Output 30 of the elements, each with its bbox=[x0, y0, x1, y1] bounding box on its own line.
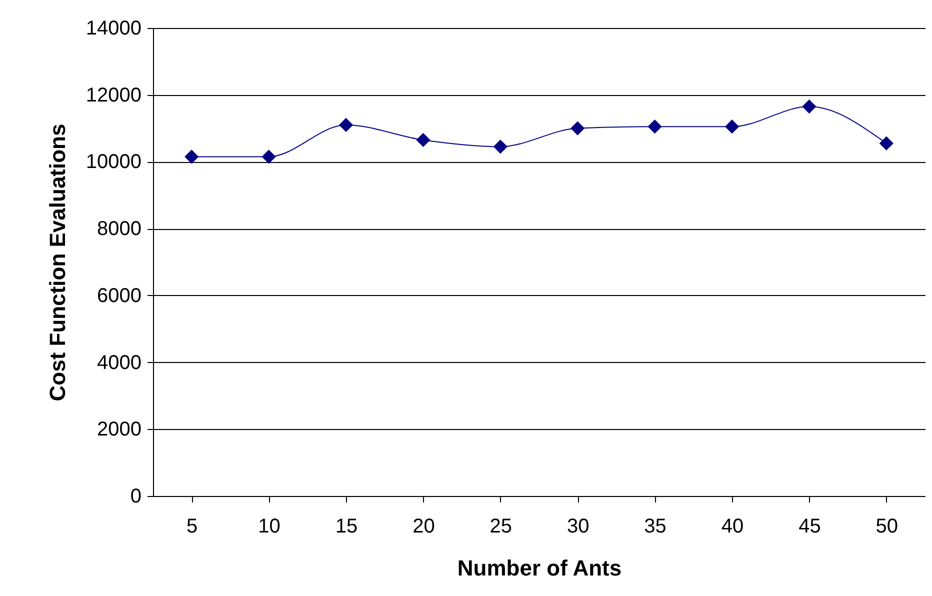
x-tick-label: 50 bbox=[876, 516, 898, 538]
y-tick-label: 4000 bbox=[97, 352, 142, 374]
point bbox=[262, 150, 276, 164]
y-axis-title: Cost Function Evaluations bbox=[44, 124, 70, 402]
x-tick-label: 25 bbox=[490, 516, 512, 538]
point bbox=[802, 99, 816, 114]
y-tick-label: 8000 bbox=[97, 218, 142, 240]
point bbox=[648, 120, 662, 134]
x-tick-label: 40 bbox=[721, 516, 744, 538]
x-tick-label: 45 bbox=[798, 516, 821, 538]
x-tick-label: 30 bbox=[566, 516, 590, 538]
point bbox=[184, 150, 199, 164]
y-tick-label: 0 bbox=[130, 486, 142, 508]
x-tick-label: 35 bbox=[644, 516, 666, 538]
point bbox=[879, 136, 894, 150]
point bbox=[416, 132, 430, 148]
y-tick-label: 10000 bbox=[86, 151, 142, 174]
y-tick-label: 6000 bbox=[97, 284, 142, 307]
x-tick-label: 10 bbox=[258, 516, 280, 538]
y-tick-label: 2000 bbox=[97, 418, 142, 441]
y-tick-label: 12000 bbox=[86, 84, 142, 106]
x-tick-label: 15 bbox=[335, 516, 358, 538]
point bbox=[338, 118, 354, 132]
point bbox=[493, 140, 508, 154]
x-tick-label: 5 bbox=[186, 516, 198, 538]
x-tick-label: 20 bbox=[412, 516, 435, 538]
point bbox=[724, 120, 740, 134]
point bbox=[570, 121, 585, 136]
y-tick-label: 14000 bbox=[86, 18, 142, 40]
x-axis-title: Number of Ants bbox=[457, 556, 622, 580]
